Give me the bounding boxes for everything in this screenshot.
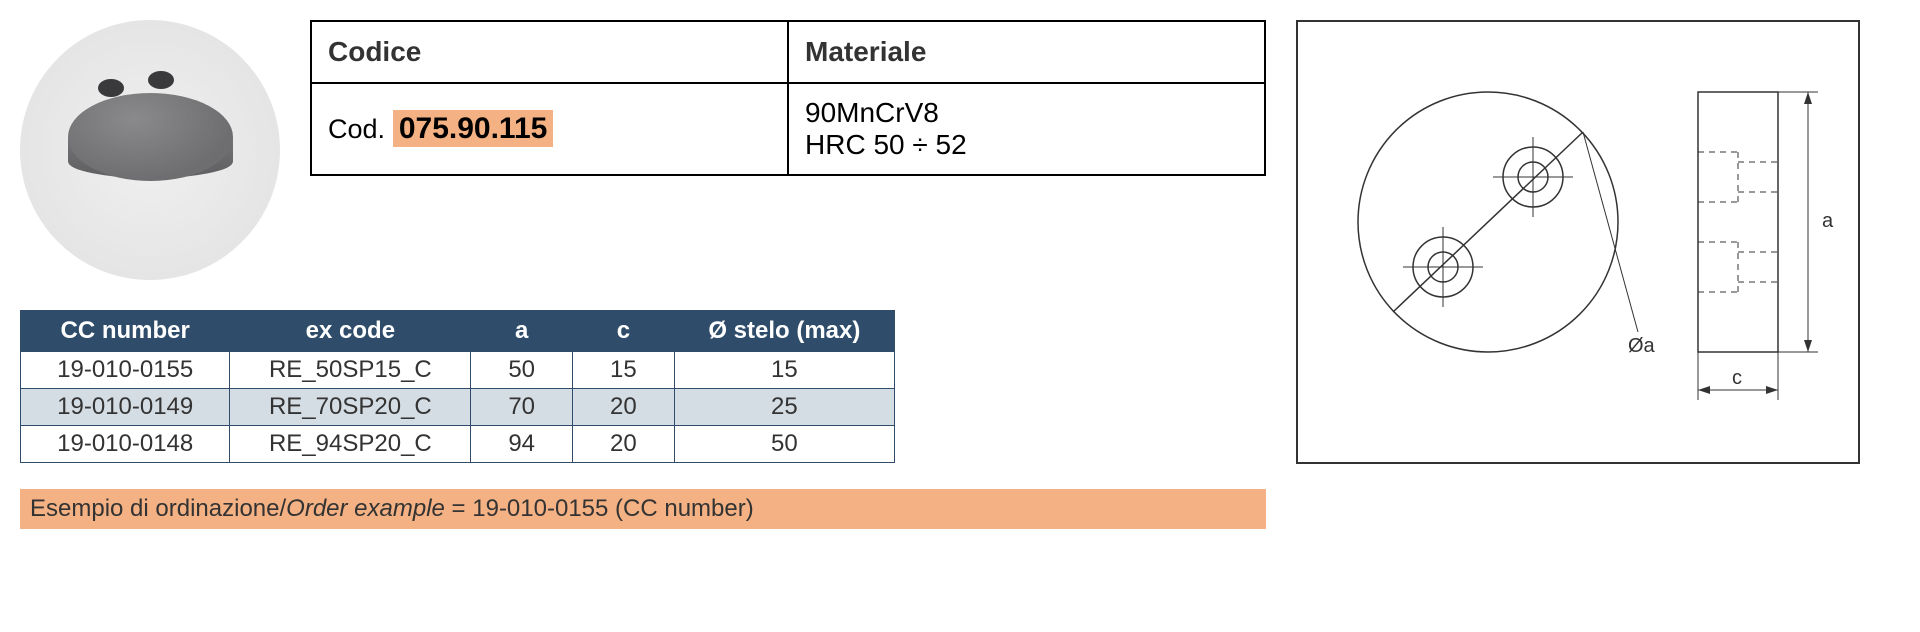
label-diameter: Øa <box>1628 335 1656 357</box>
data-table-header-row: CC number ex code a c Ø stelo (max) <box>21 311 895 352</box>
cell: RE_70SP20_C <box>230 389 471 426</box>
cell: 70 <box>471 389 573 426</box>
material-line1: 90MnCrV8 <box>805 97 1248 129</box>
disc-top-face <box>68 93 233 181</box>
table-row: 19-010-0148 RE_94SP20_C 94 20 50 <box>21 426 895 463</box>
col-cc-number: CC number <box>21 311 230 352</box>
cell: 19-010-0148 <box>21 426 230 463</box>
code-value: 075.90.115 <box>393 110 554 147</box>
col-a: a <box>471 311 573 352</box>
info-table: Codice Materiale Cod. 075.90.115 90MnCrV… <box>310 20 1266 176</box>
info-code-cell: Cod. 075.90.115 <box>311 83 788 175</box>
label-a: a <box>1822 210 1834 232</box>
cell: 50 <box>471 352 573 389</box>
order-example: Esempio di ordinazione/Order example = 1… <box>20 489 1266 529</box>
cell: 19-010-0155 <box>21 352 230 389</box>
label-c: c <box>1732 367 1742 389</box>
cell: 15 <box>573 352 675 389</box>
info-header-code: Codice <box>311 21 788 83</box>
disc-hole-1 <box>98 79 124 97</box>
info-material-cell: 90MnCrV8 HRC 50 ÷ 52 <box>788 83 1265 175</box>
order-label-it: Esempio di ordinazione <box>30 495 279 522</box>
order-label-en: Order example <box>286 495 445 522</box>
technical-diagram: Øa <box>1296 20 1860 464</box>
cell: 25 <box>674 389 894 426</box>
col-stelo: Ø stelo (max) <box>674 311 894 352</box>
top-row: Codice Materiale Cod. 075.90.115 90MnCrV… <box>20 20 1266 280</box>
diagram-svg: Øa <box>1298 22 1858 462</box>
cell: 94 <box>471 426 573 463</box>
code-prefix: Cod. <box>328 114 385 144</box>
material-line2: HRC 50 ÷ 52 <box>805 129 1248 161</box>
product-image-circle <box>20 20 280 280</box>
main-container: Codice Materiale Cod. 075.90.115 90MnCrV… <box>20 20 1860 529</box>
disc-hole-2 <box>148 71 174 89</box>
info-header-material: Materiale <box>788 21 1265 83</box>
cell: RE_50SP15_C <box>230 352 471 389</box>
table-row: 19-010-0155 RE_50SP15_C 50 15 15 <box>21 352 895 389</box>
info-table-data-row: Cod. 075.90.115 90MnCrV8 HRC 50 ÷ 52 <box>311 83 1265 175</box>
col-c: c <box>573 311 675 352</box>
table-row: 19-010-0149 RE_70SP20_C 70 20 25 <box>21 389 895 426</box>
cell: RE_94SP20_C <box>230 426 471 463</box>
cell: 20 <box>573 389 675 426</box>
order-value: = 19-010-0155 (CC number) <box>445 495 754 522</box>
info-table-header-row: Codice Materiale <box>311 21 1265 83</box>
disc-render <box>68 123 233 178</box>
left-column: Codice Materiale Cod. 075.90.115 90MnCrV… <box>20 20 1266 529</box>
col-ex-code: ex code <box>230 311 471 352</box>
cell: 50 <box>674 426 894 463</box>
cell: 19-010-0149 <box>21 389 230 426</box>
data-table: CC number ex code a c Ø stelo (max) 19-0… <box>20 310 895 463</box>
cell: 20 <box>573 426 675 463</box>
cell: 15 <box>674 352 894 389</box>
